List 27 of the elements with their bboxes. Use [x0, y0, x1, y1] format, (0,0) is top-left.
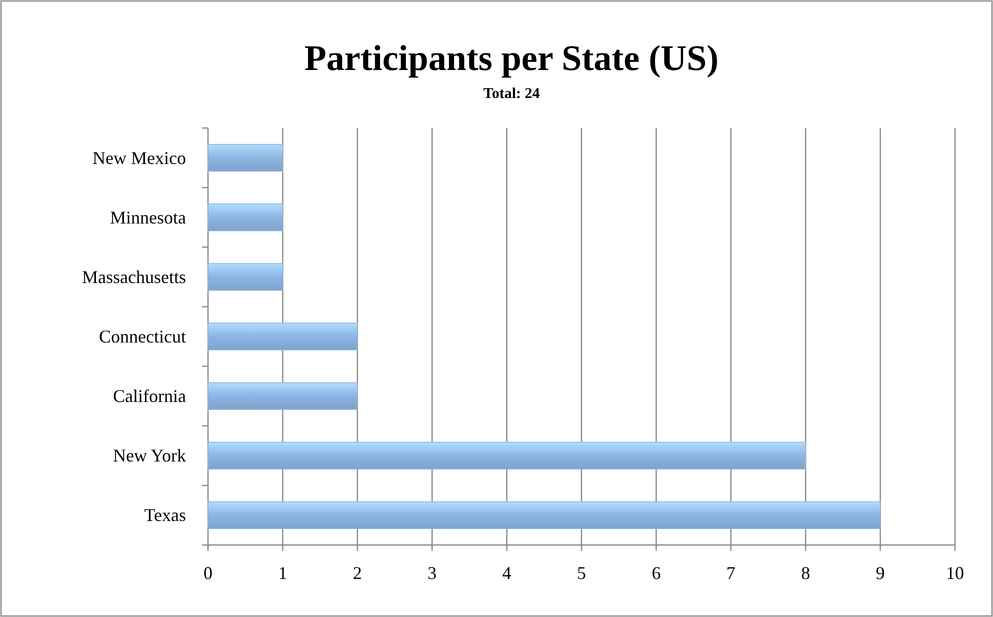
y-tick-label: California	[113, 386, 186, 406]
x-tick-label: 10	[946, 563, 964, 583]
x-tick-label: 4	[502, 563, 512, 583]
x-tick-label: 9	[876, 563, 885, 583]
bar	[208, 204, 284, 232]
x-tick-label: 8	[801, 563, 810, 583]
chart-subtitle: Total: 24	[483, 86, 540, 102]
bar	[208, 322, 358, 350]
chart-title: Participants per State (US)	[304, 38, 719, 78]
bar	[208, 382, 358, 410]
y-tick-label: Connecticut	[99, 326, 186, 346]
x-tick-label: 3	[428, 563, 437, 583]
y-tick-label: Minnesota	[110, 207, 186, 228]
y-tick-label: Texas	[144, 505, 186, 526]
x-tick-label: 0	[204, 563, 212, 583]
x-tick-label: 2	[352, 563, 362, 583]
bar	[208, 263, 284, 291]
bar	[208, 144, 284, 172]
y-tick-label: Massachusetts	[82, 266, 186, 287]
bar	[208, 501, 881, 530]
x-tick-label: 5	[577, 563, 586, 583]
bar	[208, 442, 806, 470]
x-tick-label: 6	[652, 563, 661, 583]
y-tick-label: New Mexico	[92, 148, 186, 168]
x-tick-label: 1	[278, 563, 288, 583]
y-tick-label: New York	[112, 446, 186, 466]
x-tick-label: 7	[726, 563, 736, 583]
